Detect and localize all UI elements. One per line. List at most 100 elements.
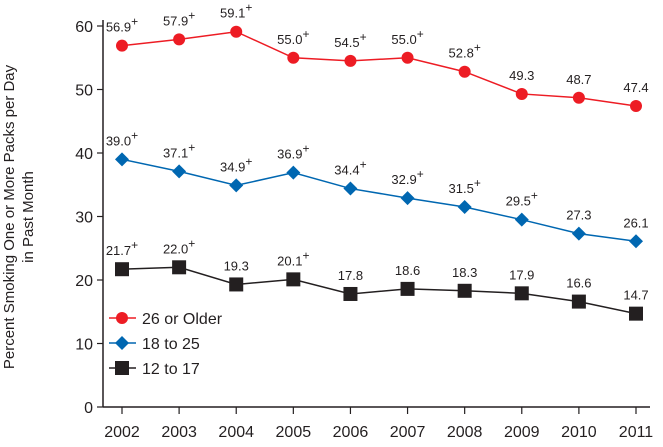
significance-marker: + (188, 8, 195, 22)
data-point (287, 51, 300, 64)
data-point (571, 294, 586, 309)
data-label: 16.6 (566, 276, 591, 291)
legend-label: 12 to 17 (142, 361, 200, 378)
data-label: 36.9+ (277, 142, 309, 162)
legend-marker (115, 361, 129, 375)
legend-marker (115, 336, 129, 350)
significance-marker: + (474, 41, 481, 55)
y-tick-label: 40 (75, 146, 93, 163)
y-tick-label: 20 (75, 273, 93, 290)
data-label: 56.9+ (106, 15, 138, 35)
data-label: 18.3 (452, 265, 477, 280)
data-point (343, 181, 358, 196)
data-point (515, 87, 528, 100)
significance-marker: + (417, 27, 424, 41)
data-point (115, 262, 129, 277)
x-tick-label: 2006 (333, 424, 369, 441)
y-axis-label-line: in Past Month (20, 171, 37, 263)
data-point (630, 100, 642, 113)
data-point (172, 164, 187, 179)
significance-marker: + (417, 167, 424, 181)
data-point (400, 281, 415, 296)
data-point (514, 212, 529, 227)
significance-marker: + (188, 236, 195, 250)
data-point (572, 91, 585, 104)
series-line-18-to-25 (121, 158, 637, 243)
data-point (172, 260, 187, 275)
data-point (230, 25, 243, 38)
data-label: 21.7+ (106, 238, 138, 258)
data-label: 55.0+ (391, 27, 423, 47)
x-tick-label: 2009 (504, 424, 540, 441)
data-label: 49.3 (509, 68, 534, 83)
significance-marker: + (302, 27, 309, 41)
data-label: 48.7 (566, 72, 591, 87)
data-label: 55.0+ (277, 27, 309, 47)
data-label: 59.1+ (220, 1, 252, 21)
significance-marker: + (531, 189, 538, 203)
data-label: 18.6 (395, 263, 420, 278)
significance-marker: + (302, 248, 309, 262)
data-point (457, 283, 472, 298)
y-tick-label: 60 (75, 19, 93, 36)
data-point (629, 306, 643, 321)
x-tick-label: 2007 (390, 424, 426, 441)
significance-marker: + (474, 176, 481, 190)
data-label: 54.5+ (334, 30, 366, 50)
x-tick-label: 2010 (561, 424, 597, 441)
data-label: 37.1+ (163, 140, 195, 160)
data-label: 34.4+ (334, 158, 366, 178)
significance-marker: + (131, 128, 138, 142)
series-line-26-or-older (121, 30, 637, 107)
y-axis-label: Percent Smoking One or More Packs per Da… (1, 64, 37, 369)
data-point (401, 51, 414, 64)
data-point (457, 199, 472, 214)
data-label: 19.3 (224, 258, 249, 273)
data-point (344, 54, 357, 67)
data-label: 27.3 (566, 208, 591, 223)
significance-marker: + (245, 154, 252, 168)
y-tick-label: 10 (75, 337, 93, 354)
data-label: 31.5+ (449, 176, 481, 196)
data-point (343, 286, 358, 301)
x-tick-label: 2011 (619, 424, 654, 441)
data-point (229, 178, 244, 193)
data-point (286, 165, 301, 180)
data-label: 26.1 (623, 215, 648, 230)
data-point (458, 65, 471, 78)
data-point (514, 286, 529, 301)
data-label: 22.0+ (163, 236, 195, 256)
data-label: 34.9+ (220, 154, 252, 174)
y-tick-label: 50 (75, 83, 93, 100)
significance-marker: + (131, 238, 138, 252)
series-line-12-to-17 (121, 266, 637, 315)
data-point (629, 234, 643, 249)
data-label: 39.0+ (106, 128, 138, 148)
data-label: 52.8+ (449, 41, 481, 61)
legend-label: 26 or Older (142, 311, 223, 328)
significance-marker: + (131, 15, 138, 29)
y-tick-label: 30 (75, 210, 93, 227)
legend-label: 18 to 25 (142, 336, 200, 353)
data-point (400, 191, 415, 206)
data-label: 57.9+ (163, 8, 195, 28)
data-label: 47.4 (623, 80, 648, 95)
x-tick-label: 2008 (447, 424, 483, 441)
significance-marker: + (360, 30, 367, 44)
y-tick-label: 0 (84, 400, 93, 417)
data-point (173, 33, 186, 46)
data-label: 17.8 (338, 268, 363, 283)
data-label: 20.1+ (277, 248, 309, 268)
significance-marker: + (360, 158, 367, 172)
data-point (286, 272, 301, 287)
x-tick-label: 2005 (276, 424, 312, 441)
data-point (115, 152, 129, 167)
significance-marker: + (302, 142, 309, 156)
x-tick-label: 2004 (218, 424, 254, 441)
x-tick-label: 2003 (161, 424, 197, 441)
data-point (116, 39, 128, 52)
data-label: 29.5+ (506, 189, 538, 209)
data-label: 32.9+ (391, 167, 423, 187)
data-point (571, 226, 586, 241)
